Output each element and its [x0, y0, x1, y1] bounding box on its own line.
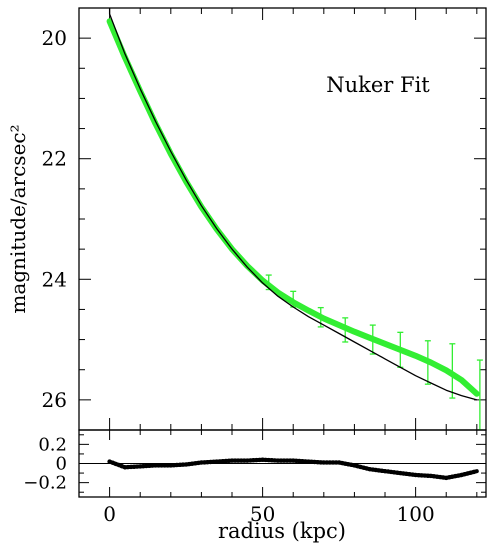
residual-point	[159, 463, 164, 468]
nuker-fit-annotation: Nuker Fit	[326, 73, 430, 97]
main-y-tick-label: 24	[42, 267, 67, 291]
residual-point	[242, 458, 247, 463]
residuals-tick-labels: 0.20−0.20 50 100	[23, 434, 434, 526]
residual-point	[330, 460, 336, 465]
residual-point	[165, 463, 170, 468]
main-panel: 20 22 24 26 Nuker Fit magnitude/arcsec²	[6, 7, 487, 431]
main-y-tick-label: 20	[42, 26, 67, 50]
residual-point	[284, 458, 290, 463]
residuals-panel: 0.20−0.20 50 100 radius (kpc)	[23, 429, 487, 543]
residual-point	[327, 460, 333, 465]
residual-point	[471, 469, 476, 475]
residual-point	[321, 460, 326, 465]
nuker-fit-line	[108, 8, 477, 401]
residual-point	[180, 462, 186, 467]
x-tick-label: 100	[397, 502, 435, 526]
residual-point	[153, 463, 158, 468]
residual-point	[266, 457, 271, 463]
res-y-tick-label: −0.2	[23, 473, 67, 494]
residuals-ticks	[79, 430, 486, 497]
main-y-tick-label: 22	[42, 147, 67, 171]
main-y-tick-label: 26	[42, 388, 67, 412]
residuals-series	[79, 457, 486, 481]
res-y-tick-label: 0	[56, 454, 67, 475]
residual-point	[251, 458, 256, 463]
residual-point	[235, 458, 241, 463]
data-point	[109, 24, 115, 30]
res-y-tick-label: 0.2	[38, 434, 67, 455]
main-ticks	[79, 8, 486, 431]
data-point	[107, 18, 113, 24]
x-tick-label: 0	[103, 502, 116, 526]
y-axis-label: magnitude/arcsec²	[6, 124, 30, 313]
residual-point	[229, 458, 235, 463]
main-y-tick-labels: 20 22 24 26	[42, 26, 67, 412]
main-plot-frame	[78, 7, 487, 431]
main-series	[106, 8, 483, 430]
residual-point	[199, 460, 204, 465]
residual-point	[128, 464, 134, 470]
x-tick-label: 50	[250, 502, 275, 526]
data-point	[471, 388, 477, 395]
x-axis-label: radius (kpc)	[218, 519, 346, 543]
residual-point	[281, 458, 287, 463]
residual-point	[275, 458, 281, 463]
